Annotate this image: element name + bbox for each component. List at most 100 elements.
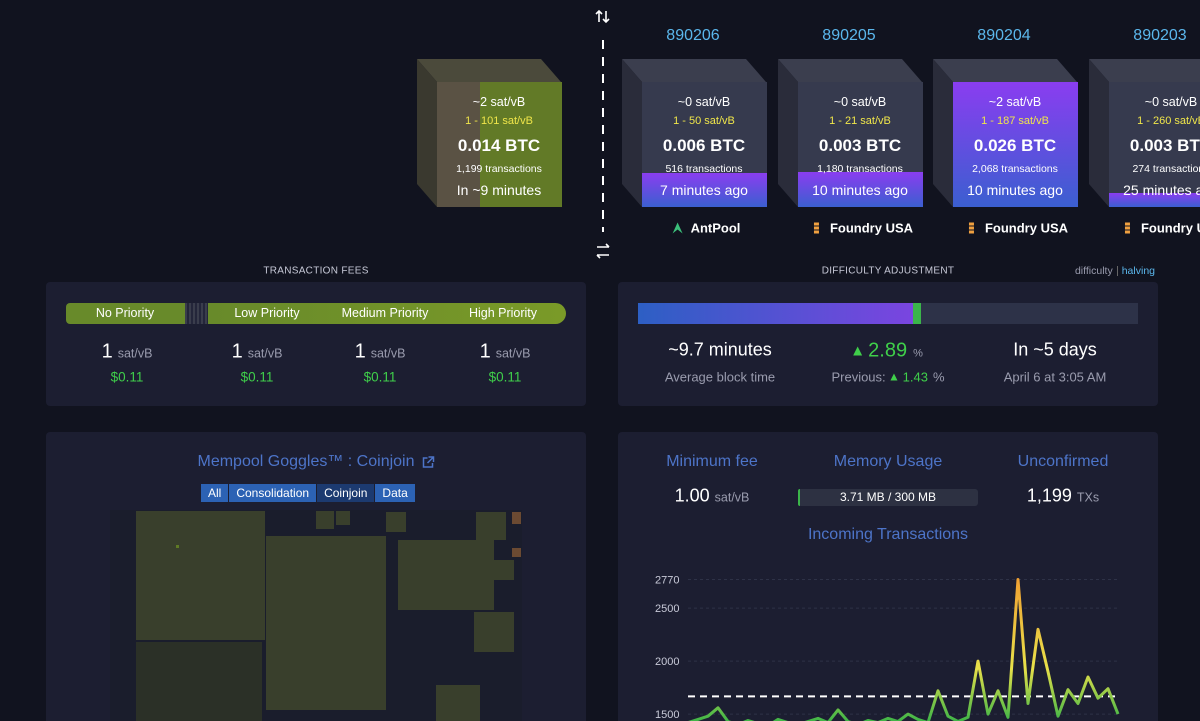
pool-name[interactable]: Foundry USA [1140,220,1200,236]
pool-logo [813,222,819,225]
toggle-difficulty[interactable]: difficulty [1074,265,1113,277]
min-fee: 1.00 sat/vB [675,486,750,507]
mempool-panel [618,432,1158,721]
block-cube [417,59,562,207]
block-time: 25 minutes ago [1123,182,1200,198]
progress-ahead [913,303,921,324]
filter-button[interactable]: All [201,484,229,502]
block-fee: ~2 sat/vB [988,95,1042,109]
block-cube [933,59,1078,207]
section-title: TRANSACTION FEES [263,265,369,277]
block-tx: 2,068 transactions [972,163,1058,175]
cube-top [417,59,561,82]
block-fee: ~0 sat/vB [1144,95,1198,109]
block-total: 0.003 BTC [1129,136,1200,155]
memory-fill [798,489,801,506]
block-total-box: 0.003 BTC [1130,136,1200,156]
toggle: difficulty halving [1075,265,1155,277]
block-fee-box: ~2 sat/vB [989,95,1041,109]
stat-label: Previous: [831,369,886,385]
fee-usd-box: $0.11 [489,370,522,385]
block-height: 890204 [977,27,1031,44]
cube-side [933,59,953,207]
filter-button[interactable]: Consolidation [229,484,317,502]
cube-top [778,59,922,82]
fee-rate: 1 sat/vB [232,341,283,364]
pool-name[interactable]: Foundry USA [984,220,1069,236]
fee-rate: 1 sat/vB [480,341,531,364]
memory-text-box: 3.71 MB / 300 MB [840,490,936,504]
block-fee: ~2 sat/vB [472,95,526,109]
treemap [110,510,522,721]
block-tx: 1,180 transactions [817,163,903,175]
stat-label: April 6 at 3:05 AM [1003,369,1107,385]
cube-front [437,82,480,207]
fee-rate-unit: sat/vB [495,346,531,361]
fee-rate-unit: sat/vB [370,346,406,361]
block-fee-box: ~0 sat/vB [1145,95,1197,109]
block-tx: 274 transactions [1132,163,1200,175]
pool-logo [968,222,974,225]
external-link[interactable] [422,455,435,469]
filter-button[interactable]: Data [375,484,415,502]
block-fee-range-box: 1 - 21 sat/vB [829,115,891,127]
block-fee-range-box: 1 - 50 sat/vB [673,115,735,127]
fee-rate: 1 sat/vB [355,341,406,364]
fee-usd-box: $0.11 [364,370,397,385]
block-height-box: 890206 [666,27,719,45]
cube-front [1109,82,1200,207]
mempool-stat-label-box: Unconfirmed [1018,453,1109,471]
fee-usd: $0.11 [363,369,397,385]
block-fee-range: 1 - 187 sat/vB [981,115,1049,127]
fee-tier-label: High Priority [468,306,538,320]
fee-tier-label-box: High Priority [469,306,537,320]
goggles-title-text: Mempool Goggles™ : Coinjoin [197,453,415,470]
stat-value-box: In ~5 days [1013,340,1097,361]
block-tx-box: 516 transactions [665,163,742,175]
toggle-halving[interactable]: halving [1121,265,1155,277]
block-total-box: 0.006 BTC [663,136,745,156]
unconfirmed: 1,199 TXs [1027,486,1099,507]
stat-value: 2.89 [868,339,908,362]
unconfirmed-unit: TXs [1076,490,1100,505]
block-height: 890206 [666,27,720,44]
pool-logo [968,230,974,233]
block-tx-box: 1,180 transactions [817,163,903,175]
fee-rate-value: 1 [101,340,113,363]
block-fee-range: 1 - 101 sat/vB [465,115,533,127]
pool-logo [968,226,974,229]
filter-button[interactable]: Coinjoin [317,484,375,502]
stat-unit: % [932,369,945,385]
fee-rate-value: 1 [354,340,366,363]
swap-icon [595,9,610,259]
chart-title: Incoming Transactions [807,526,969,543]
block-fee-range-box: 1 - 101 sat/vB [465,115,533,127]
block-total: 0.026 BTC [973,136,1057,155]
pool-name[interactable]: Foundry USA [829,220,914,236]
block-height-box: 890203 [1133,27,1186,45]
stat-change: 2.89% [853,340,923,363]
cube-band [642,173,767,207]
goggles-title: Mempool Goggles™ : Coinjoin [198,453,435,471]
block-cube [778,59,923,207]
fee-rate: 1 sat/vB [102,341,153,364]
pool: Foundry USA [811,221,913,236]
memory-track [798,489,978,506]
block-height-box: 890204 [977,27,1030,45]
block-fee-box: ~0 sat/vB [678,95,730,109]
block-total: 0.014 BTC [457,136,541,155]
block-cube [1089,59,1200,207]
cube-side [622,59,642,207]
block-tx-box: 274 transactions [1132,163,1200,175]
pool-icon [1124,222,1130,233]
block-time-box: 10 minutes ago [967,182,1063,198]
pool-name[interactable]: AntPool [690,220,741,236]
fee-usd: $0.11 [240,369,274,385]
cube-top [1089,59,1200,82]
cube-band [1109,193,1200,207]
block-height: 890205 [822,27,876,44]
cube-front [480,82,562,207]
block-total: 0.006 BTC [662,136,746,155]
fee-rate-unit: sat/vB [117,346,153,361]
